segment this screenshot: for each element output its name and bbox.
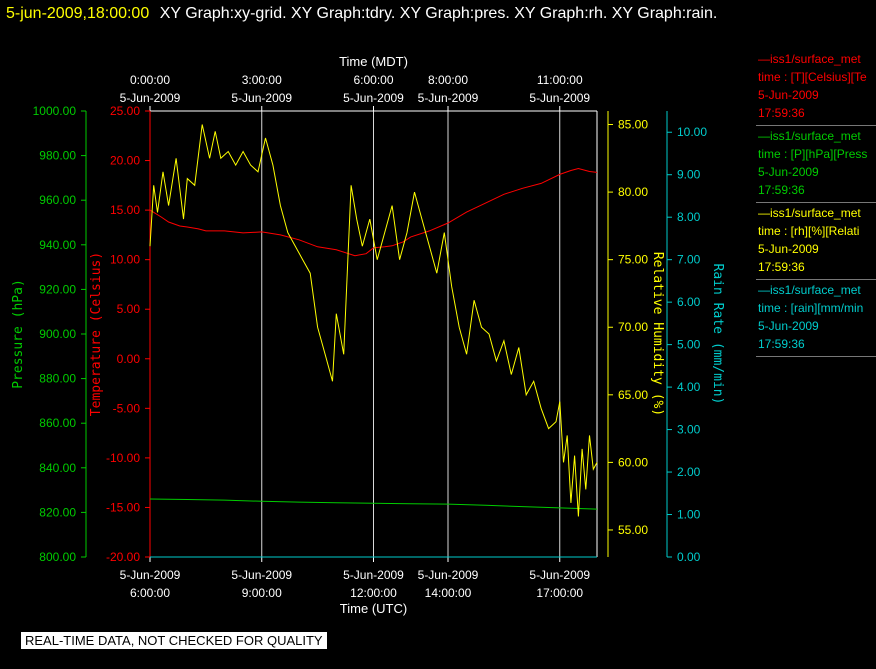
legend-text: time : [T][Celsius][Te bbox=[758, 70, 867, 84]
temperature-tick-label: -20.00 bbox=[106, 550, 140, 564]
rain-tick-label: 8.00 bbox=[677, 210, 701, 224]
humidity-series-line bbox=[149, 124, 598, 517]
top-tick-time: 8:00:00 bbox=[428, 73, 468, 87]
bottom-tick-date: 5-Jun-2009 bbox=[343, 568, 404, 582]
bottom-tick-date: 5-Jun-2009 bbox=[231, 568, 292, 582]
top-tick-date: 5-Jun-2009 bbox=[343, 91, 404, 105]
quality-disclaimer: REAL-TIME DATA, NOT CHECKED FOR QUALITY bbox=[21, 632, 327, 649]
top-tick-date: 5-Jun-2009 bbox=[231, 91, 292, 105]
legend: —iss1/surface_met time : [T][Celsius][Te 5… bbox=[756, 49, 876, 357]
legend-text: —iss1/surface_met bbox=[758, 206, 861, 220]
bottom-tick-time: 17:00:00 bbox=[536, 586, 583, 600]
top-axis-title: Time (MDT) bbox=[339, 54, 408, 69]
legend-text: 17:59:36 bbox=[758, 106, 805, 120]
bottom-tick-date: 5-Jun-2009 bbox=[418, 568, 479, 582]
temperature-tick-label: -10.00 bbox=[106, 451, 140, 465]
rain-tick-label: 7.00 bbox=[677, 253, 701, 267]
legend-text: 17:59:36 bbox=[758, 337, 805, 351]
temperature-tick-label: -15.00 bbox=[106, 500, 140, 514]
legend-text: 5-Jun-2009 bbox=[758, 319, 819, 333]
pressure-series-line bbox=[149, 498, 598, 510]
rain-tick-label: 2.00 bbox=[677, 465, 701, 479]
temperature-tick-label: 0.00 bbox=[117, 352, 141, 366]
humidity-tick-label: 75.00 bbox=[618, 253, 648, 267]
legend-text: time : [rh][%][Relati bbox=[758, 224, 860, 238]
bottom-tick-time: 12:00:00 bbox=[350, 586, 397, 600]
temperature-tick-label: 5.00 bbox=[117, 302, 141, 316]
legend-text: 5-Jun-2009 bbox=[758, 88, 819, 102]
temperature-series-line bbox=[149, 167, 598, 257]
top-tick-time: 0:00:00 bbox=[130, 73, 170, 87]
pressure-tick-label: 800.00 bbox=[39, 550, 76, 564]
legend-text: time : [rain][mm/min bbox=[758, 301, 864, 315]
humidity-tick-label: 70.00 bbox=[618, 320, 648, 334]
legend-text: 5-Jun-2009 bbox=[758, 165, 819, 179]
bottom-tick-date: 5-Jun-2009 bbox=[120, 568, 181, 582]
top-tick-date: 5-Jun-2009 bbox=[120, 91, 181, 105]
pressure-tick-label: 820.00 bbox=[39, 505, 76, 519]
humidity-tick-label: 85.00 bbox=[618, 118, 648, 132]
top-tick-time: 3:00:00 bbox=[242, 73, 282, 87]
pressure-tick-label: 940.00 bbox=[39, 238, 76, 252]
title-bar: 5-jun-2009,18:00:00 XY Graph:xy-grid. XY… bbox=[6, 5, 717, 23]
humidity-tick-label: 80.00 bbox=[618, 185, 648, 199]
humidity-tick-label: 55.00 bbox=[618, 523, 648, 537]
humidity-tick-label: 65.00 bbox=[618, 388, 648, 402]
pressure-tick-label: 840.00 bbox=[39, 461, 76, 475]
legend-text: 17:59:36 bbox=[758, 260, 805, 274]
bottom-axis-title: Time (UTC) bbox=[340, 601, 407, 616]
temperature-tick-label: 25.00 bbox=[110, 104, 140, 118]
pressure-tick-label: 920.00 bbox=[39, 282, 76, 296]
temperature-tick-label: 10.00 bbox=[110, 253, 140, 267]
top-tick-time: 6:00:00 bbox=[353, 73, 393, 87]
pressure-tick-label: 1000.00 bbox=[33, 104, 77, 118]
bottom-tick-time: 9:00:00 bbox=[242, 586, 282, 600]
legend-text: 17:59:36 bbox=[758, 183, 805, 197]
humidity-axis-title: Relative Humidity (%) bbox=[650, 252, 665, 416]
pressure-axis-title: Pressure (hPa) bbox=[11, 279, 26, 389]
temperature-tick-label: -5.00 bbox=[113, 401, 141, 415]
rain-tick-label: 4.00 bbox=[677, 380, 701, 394]
pressure-tick-label: 900.00 bbox=[39, 327, 76, 341]
temperature-tick-label: 15.00 bbox=[110, 203, 140, 217]
rain-tick-label: 6.00 bbox=[677, 295, 701, 309]
temperature-tick-label: 20.00 bbox=[110, 154, 140, 168]
title-datetime: 5-jun-2009,18:00:00 bbox=[6, 5, 150, 22]
rain-tick-label: 9.00 bbox=[677, 168, 701, 182]
bottom-tick-time: 14:00:00 bbox=[425, 586, 472, 600]
legend-text: —iss1/surface_met bbox=[758, 129, 861, 143]
temperature-axis-title: Temperature (Celsius) bbox=[89, 252, 104, 416]
humidity-tick-label: 60.00 bbox=[618, 455, 648, 469]
rain-axis-title: Rain Rate (mm/min) bbox=[710, 264, 725, 405]
title-graph-names: XY Graph:xy-grid. XY Graph:tdry. XY Grap… bbox=[159, 5, 718, 22]
legend-text: time : [P][hPa][Press bbox=[758, 147, 868, 161]
pressure-tick-label: 980.00 bbox=[39, 149, 76, 163]
top-tick-date: 5-Jun-2009 bbox=[418, 91, 479, 105]
top-tick-time: 11:00:00 bbox=[537, 73, 583, 87]
pressure-tick-label: 860.00 bbox=[39, 416, 76, 430]
rain-tick-label: 10.00 bbox=[677, 125, 707, 139]
pressure-tick-label: 880.00 bbox=[39, 372, 76, 386]
top-tick-date: 5-Jun-2009 bbox=[529, 91, 590, 105]
bottom-tick-time: 6:00:00 bbox=[130, 586, 170, 600]
pressure-tick-label: 960.00 bbox=[39, 193, 76, 207]
legend-text: 5-Jun-2009 bbox=[758, 242, 819, 256]
rain-tick-label: 5.00 bbox=[677, 338, 701, 352]
rain-tick-label: 0.00 bbox=[677, 550, 701, 564]
bottom-tick-date: 5-Jun-2009 bbox=[529, 568, 590, 582]
rain-tick-label: 3.00 bbox=[677, 423, 701, 437]
rain-tick-label: 1.00 bbox=[677, 508, 701, 522]
legend-text: —iss1/surface_met bbox=[758, 52, 861, 66]
legend-text: —iss1/surface_met bbox=[758, 283, 861, 297]
